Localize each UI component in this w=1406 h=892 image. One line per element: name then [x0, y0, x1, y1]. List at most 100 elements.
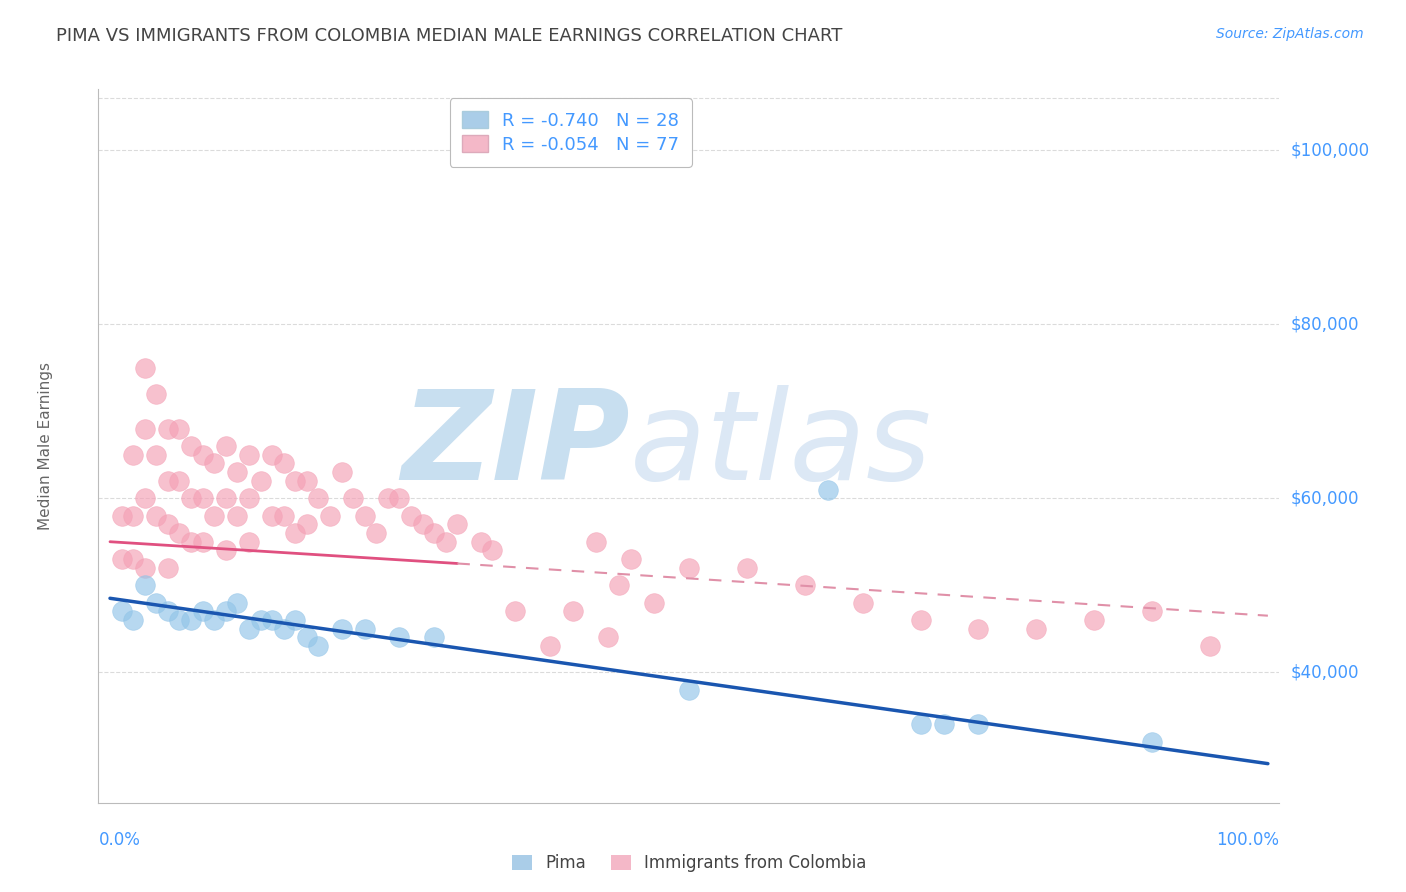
- Point: [134, 360, 156, 375]
- Point: [330, 465, 353, 479]
- Point: [202, 508, 225, 523]
- Point: [377, 491, 399, 506]
- Point: [273, 457, 295, 471]
- Point: [295, 474, 318, 488]
- Point: [215, 491, 238, 506]
- Point: [169, 613, 191, 627]
- Point: [284, 613, 307, 627]
- Point: [169, 421, 191, 435]
- Point: [342, 491, 364, 506]
- Point: [852, 596, 875, 610]
- Point: [215, 604, 238, 618]
- Point: [423, 631, 446, 645]
- Point: [967, 717, 990, 731]
- Point: [273, 508, 295, 523]
- Text: atlas: atlas: [630, 385, 932, 507]
- Point: [122, 552, 145, 566]
- Point: [238, 448, 260, 462]
- Point: [330, 622, 353, 636]
- Text: Source: ZipAtlas.com: Source: ZipAtlas.com: [1216, 27, 1364, 41]
- Point: [226, 596, 249, 610]
- Point: [388, 491, 411, 506]
- Point: [238, 491, 260, 506]
- Text: 0.0%: 0.0%: [98, 830, 141, 848]
- Text: $100,000: $100,000: [1291, 141, 1369, 159]
- Point: [122, 508, 145, 523]
- Point: [538, 639, 561, 653]
- Point: [1083, 613, 1105, 627]
- Point: [932, 717, 955, 731]
- Point: [156, 517, 179, 532]
- Point: [910, 613, 932, 627]
- Point: [110, 552, 132, 566]
- Point: [191, 448, 214, 462]
- Text: 100.0%: 100.0%: [1216, 830, 1279, 848]
- Point: [481, 543, 503, 558]
- Point: [388, 631, 411, 645]
- Text: ZIP: ZIP: [401, 385, 630, 507]
- Point: [353, 622, 375, 636]
- Point: [191, 604, 214, 618]
- Point: [134, 561, 156, 575]
- Point: [1140, 735, 1163, 749]
- Text: Median Male Earnings: Median Male Earnings: [38, 362, 53, 530]
- Point: [620, 552, 643, 566]
- Point: [967, 622, 990, 636]
- Point: [122, 613, 145, 627]
- Point: [156, 561, 179, 575]
- Point: [110, 604, 132, 618]
- Point: [295, 631, 318, 645]
- Point: [307, 491, 329, 506]
- Point: [1025, 622, 1047, 636]
- Point: [470, 534, 492, 549]
- Point: [122, 448, 145, 462]
- Point: [503, 604, 526, 618]
- Point: [295, 517, 318, 532]
- Point: [793, 578, 815, 592]
- Point: [156, 474, 179, 488]
- Point: [145, 596, 167, 610]
- Point: [562, 604, 585, 618]
- Point: [180, 534, 202, 549]
- Text: $80,000: $80,000: [1291, 315, 1360, 334]
- Point: [434, 534, 457, 549]
- Point: [249, 613, 271, 627]
- Point: [423, 526, 446, 541]
- Legend: Pima, Immigrants from Colombia: Pima, Immigrants from Colombia: [503, 846, 875, 880]
- Point: [910, 717, 932, 731]
- Point: [273, 622, 295, 636]
- Point: [202, 457, 225, 471]
- Text: $60,000: $60,000: [1291, 489, 1360, 508]
- Text: $40,000: $40,000: [1291, 664, 1360, 681]
- Point: [226, 465, 249, 479]
- Point: [596, 631, 619, 645]
- Point: [609, 578, 631, 592]
- Point: [180, 491, 202, 506]
- Point: [735, 561, 758, 575]
- Point: [262, 508, 284, 523]
- Point: [145, 448, 167, 462]
- Point: [366, 526, 388, 541]
- Point: [249, 474, 271, 488]
- Point: [307, 639, 329, 653]
- Point: [180, 439, 202, 453]
- Point: [262, 613, 284, 627]
- Point: [585, 534, 607, 549]
- Point: [412, 517, 434, 532]
- Point: [215, 543, 238, 558]
- Point: [1140, 604, 1163, 618]
- Point: [191, 491, 214, 506]
- Point: [110, 508, 132, 523]
- Point: [284, 526, 307, 541]
- Point: [678, 561, 700, 575]
- Point: [191, 534, 214, 549]
- Point: [238, 622, 260, 636]
- Point: [238, 534, 260, 549]
- Point: [169, 474, 191, 488]
- Point: [284, 474, 307, 488]
- Point: [156, 421, 179, 435]
- Point: [202, 613, 225, 627]
- Point: [156, 604, 179, 618]
- Point: [134, 578, 156, 592]
- Point: [262, 448, 284, 462]
